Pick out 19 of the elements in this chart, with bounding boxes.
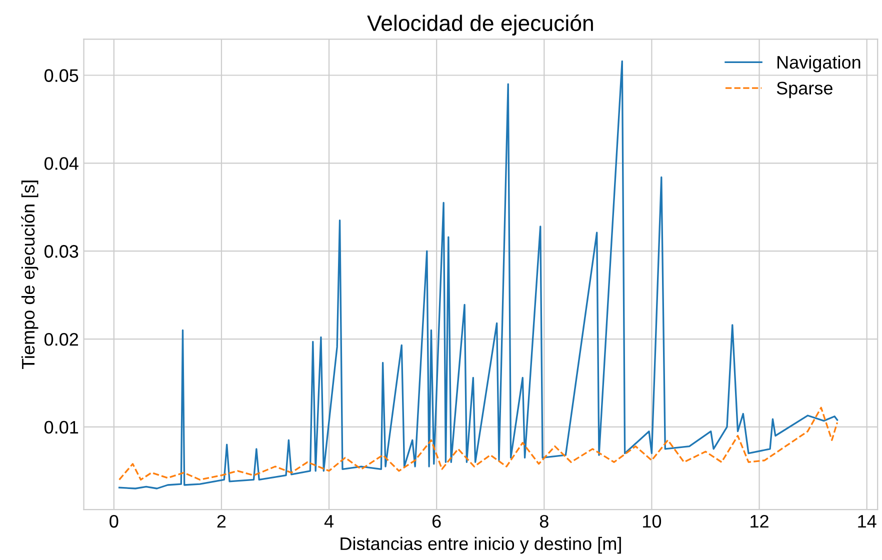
x-tick-label: 4 <box>324 515 334 528</box>
line-series <box>118 406 838 481</box>
legend-label: Navigation <box>778 55 860 72</box>
chart-title: Velocidad de ejecución <box>367 14 593 36</box>
x-axis-title: Distancias entre inicio y destino [m] <box>340 536 621 554</box>
x-tick-label: 14 <box>858 515 876 528</box>
x-tick-label: 6 <box>432 514 441 528</box>
x-tick-label: 10 <box>643 514 662 528</box>
legend-label: Sparse <box>776 82 832 98</box>
x-tick-label: 12 <box>750 514 768 528</box>
x-tick-label: 2 <box>217 514 226 528</box>
x-tick-label: 0 <box>110 514 118 528</box>
y-tick-label: 0.04 <box>44 157 78 170</box>
y-tick-label: 0.02 <box>44 332 78 346</box>
x-tick-label: 8 <box>540 514 548 528</box>
y-axis-title: Tiempo de ejecución [s] <box>21 180 38 369</box>
y-tick-label: 0.01 <box>44 420 78 434</box>
y-tick-label: 0.03 <box>44 245 78 258</box>
y-tick-label: 0.05 <box>44 69 78 82</box>
